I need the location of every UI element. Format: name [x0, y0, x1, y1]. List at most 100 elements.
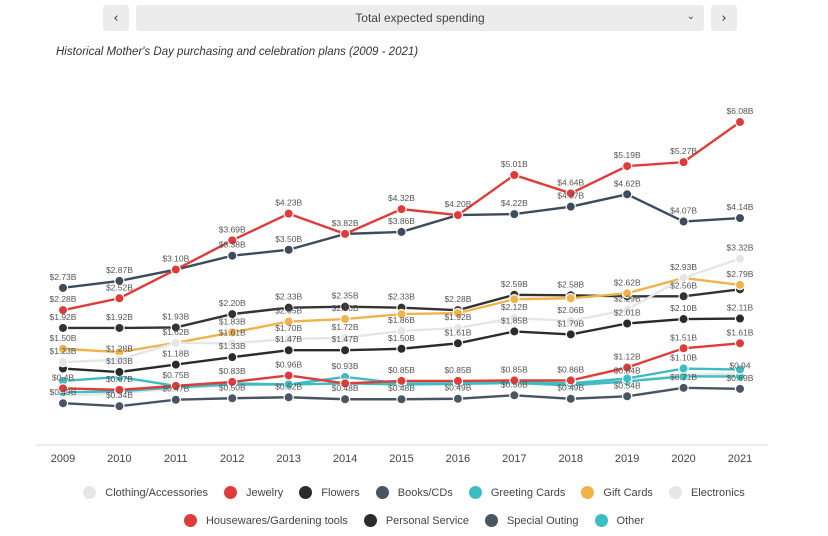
data-point[interactable]: [678, 363, 689, 374]
data-point[interactable]: [170, 264, 182, 275]
data-point[interactable]: [678, 272, 689, 284]
data-point[interactable]: [734, 279, 746, 291]
data-point[interactable]: [509, 208, 520, 220]
data-point[interactable]: [339, 345, 351, 356]
data-point[interactable]: [678, 313, 689, 325]
data-point[interactable]: [114, 400, 125, 412]
data-point[interactable]: [565, 293, 576, 304]
legend-item-gift-cards[interactable]: Gift Cards: [581, 486, 653, 499]
data-point[interactable]: [227, 338, 238, 349]
data-point[interactable]: [227, 376, 238, 388]
data-point[interactable]: [339, 378, 351, 389]
data-point[interactable]: [283, 370, 294, 381]
data-point[interactable]: [114, 366, 125, 378]
data-point[interactable]: [339, 313, 351, 325]
data-point[interactable]: [114, 322, 125, 334]
data-point[interactable]: [57, 282, 69, 294]
data-point[interactable]: [339, 228, 351, 240]
data-point[interactable]: [621, 318, 633, 329]
data-point[interactable]: [396, 226, 407, 238]
legend-item-other[interactable]: Other: [594, 514, 644, 527]
data-point[interactable]: [452, 338, 464, 349]
data-point[interactable]: [734, 364, 746, 375]
data-point[interactable]: [452, 375, 464, 387]
data-point[interactable]: [452, 393, 464, 404]
data-point[interactable]: [283, 333, 294, 345]
data-point[interactable]: [339, 394, 351, 405]
data-point[interactable]: [57, 322, 69, 334]
legend-item-electronics[interactable]: Electronics: [668, 486, 745, 499]
legend-item-special-outing[interactable]: Special Outing: [484, 514, 579, 527]
legend-item-housewares-gardening-tools[interactable]: Housewares/Gardening tools: [183, 514, 348, 527]
data-point[interactable]: [396, 308, 407, 320]
data-point[interactable]: [57, 383, 69, 394]
data-point[interactable]: [678, 343, 689, 354]
data-point[interactable]: [396, 325, 407, 337]
data-point[interactable]: [509, 390, 520, 401]
data-point[interactable]: [452, 322, 464, 334]
data-point[interactable]: [227, 351, 238, 363]
data-point[interactable]: [283, 345, 294, 356]
data-point[interactable]: [57, 343, 69, 354]
data-point[interactable]: [509, 294, 520, 305]
data-point[interactable]: [396, 343, 407, 354]
data-point[interactable]: [452, 307, 464, 319]
data-point[interactable]: [621, 373, 633, 384]
data-point[interactable]: [678, 156, 689, 168]
legend-item-flowers[interactable]: Flowers: [299, 486, 360, 499]
data-point[interactable]: [621, 160, 633, 172]
data-point[interactable]: [621, 362, 633, 373]
data-point[interactable]: [565, 201, 576, 212]
data-point[interactable]: [734, 383, 746, 395]
data-point[interactable]: [509, 312, 520, 324]
next-button[interactable]: ›: [711, 5, 737, 31]
data-point[interactable]: [565, 393, 576, 404]
data-point[interactable]: [621, 304, 633, 315]
data-point[interactable]: [565, 375, 576, 386]
data-point[interactable]: [170, 394, 182, 405]
legend-item-clothing-accessories[interactable]: Clothing/Accessories: [83, 486, 208, 499]
data-point[interactable]: [57, 356, 69, 368]
data-point[interactable]: [227, 250, 238, 261]
data-point[interactable]: [114, 275, 125, 287]
data-point[interactable]: [396, 203, 407, 215]
data-point[interactable]: [170, 337, 182, 349]
legend-item-greeting-cards[interactable]: Greeting Cards: [468, 486, 565, 499]
legend-item-jewelry[interactable]: Jewelry: [223, 486, 283, 499]
legend-item-books-cds[interactable]: Books/CDs: [375, 486, 453, 499]
data-point[interactable]: [734, 338, 746, 349]
data-point[interactable]: [339, 332, 351, 344]
data-point[interactable]: [339, 301, 351, 312]
data-point[interactable]: [283, 316, 294, 327]
data-point[interactable]: [565, 315, 576, 327]
data-point[interactable]: [678, 216, 689, 227]
legend-item-personal-service[interactable]: Personal Service: [363, 514, 469, 527]
data-point[interactable]: [114, 354, 125, 365]
data-point[interactable]: [734, 253, 746, 264]
data-point[interactable]: [57, 304, 69, 316]
data-point[interactable]: [283, 244, 294, 255]
data-point[interactable]: [621, 391, 633, 402]
data-point[interactable]: [227, 308, 238, 320]
data-point[interactable]: [621, 288, 633, 299]
data-point[interactable]: [114, 293, 125, 304]
data-point[interactable]: [509, 169, 520, 181]
data-point[interactable]: [283, 392, 294, 403]
data-point[interactable]: [678, 291, 689, 302]
data-point[interactable]: [57, 398, 69, 409]
data-point[interactable]: [452, 209, 464, 221]
data-point[interactable]: [678, 382, 689, 394]
data-point[interactable]: [227, 235, 238, 246]
data-point[interactable]: [396, 394, 407, 405]
data-point[interactable]: [396, 375, 407, 387]
data-point[interactable]: [227, 327, 238, 338]
data-point[interactable]: [283, 208, 294, 219]
data-point[interactable]: [170, 359, 182, 370]
metric-select[interactable]: Total expected spending ⌄: [136, 5, 704, 31]
data-point[interactable]: [509, 375, 520, 386]
previous-button[interactable]: ‹: [103, 5, 129, 31]
data-point[interactable]: [509, 326, 520, 337]
data-point[interactable]: [170, 322, 182, 333]
data-point[interactable]: [114, 384, 125, 396]
data-point[interactable]: [227, 393, 238, 404]
